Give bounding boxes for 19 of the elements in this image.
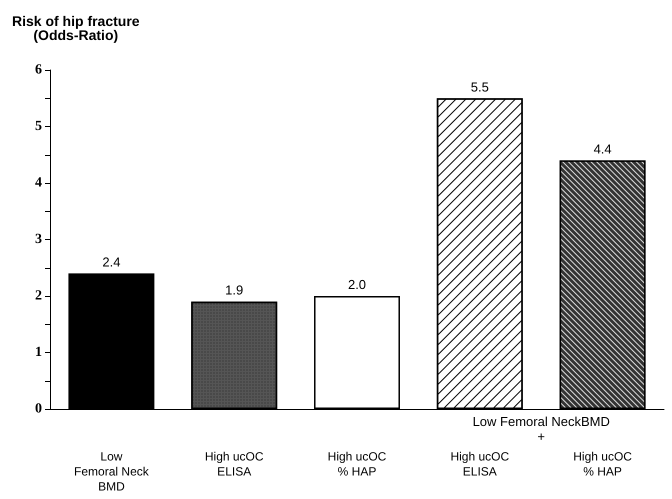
x-tick-label: High ucOC % HAP <box>328 450 387 478</box>
data-label: 5.5 <box>470 79 489 94</box>
y-tick-label: 6 <box>35 62 42 78</box>
data-label: 2.4 <box>102 254 120 270</box>
y-tick-label: 0 <box>35 402 42 416</box>
data-label: 4.4 <box>594 141 612 156</box>
data-label: 2.0 <box>348 277 366 292</box>
text: Low Femoral NeckBMD + <box>472 414 610 444</box>
x-tick-label: High ucOC % HAP <box>573 450 632 478</box>
y-tick-label: 4 <box>35 176 42 190</box>
y-tick-label: 3 <box>35 232 42 247</box>
data-label: 1.9 <box>225 282 244 298</box>
y-tick-label: 1 <box>35 345 42 360</box>
x-tick-label: High ucOC ELISA <box>450 450 510 478</box>
y-axis-title: Risk of hip fracture (Odds-Ratio) <box>12 13 140 43</box>
x-tick-label: Low Femoral Neck BMD <box>74 450 150 494</box>
y-tick-label: 5 <box>35 119 42 134</box>
y-tick-label: 2 <box>35 288 42 304</box>
x-tick-label: High ucOC ELISA <box>204 450 264 478</box>
